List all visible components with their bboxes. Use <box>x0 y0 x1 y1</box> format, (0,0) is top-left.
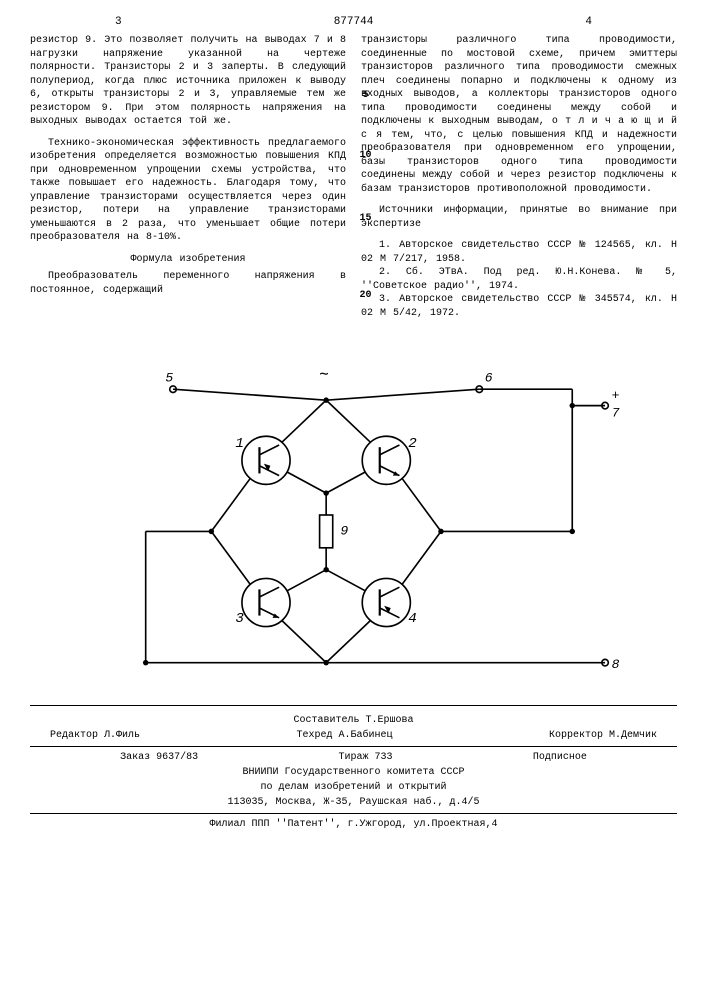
source-item: 2. Сб. ЭТвА. Под ред. Ю.Н.Конева. № 5, '… <box>361 266 677 293</box>
footer-order: Заказ 9637/83 <box>120 751 198 764</box>
paragraph: Преобразователь переменного напряжения в… <box>30 270 346 297</box>
line-number: 15 <box>358 212 373 226</box>
footer-tech: Техред А.Бабинец <box>296 729 392 742</box>
source-item: 3. Авторское свидетельство СССР № 345574… <box>361 293 677 320</box>
footer-corrector: Корректор М.Демчик <box>549 729 657 742</box>
patent-number: 877744 <box>334 15 374 29</box>
svg-text:+: + <box>612 388 620 403</box>
svg-text:2: 2 <box>408 436 417 452</box>
line-number: 20 <box>358 289 373 303</box>
paragraph: резистор 9. Это позволяет получить на вы… <box>30 34 346 129</box>
paragraph: транзисторы различного типа проводимости… <box>361 34 677 196</box>
svg-text:3: 3 <box>235 611 244 627</box>
right-column: транзисторы различного типа проводимости… <box>361 34 677 320</box>
svg-text:7: 7 <box>612 406 620 421</box>
svg-text:1: 1 <box>235 436 244 452</box>
svg-text:5: 5 <box>165 371 173 386</box>
footer-address: 113035, Москва, Ж-35, Раушская наб., д.4… <box>30 796 677 809</box>
svg-text:∼: ∼ <box>319 366 328 384</box>
source-item: 1. Авторское свидетельство СССР № 124565… <box>361 239 677 266</box>
footer-org1: ВНИИПИ Государственного комитета СССР <box>30 766 677 779</box>
page-number-right: 4 <box>585 15 592 29</box>
circuit-svg: 5 6 ∼ +7 8 9 1 2 3 4 <box>30 340 677 690</box>
circuit-diagram: 5 6 ∼ +7 8 9 1 2 3 4 <box>30 340 677 690</box>
svg-text:4: 4 <box>408 611 417 627</box>
footer-author: Составитель Т.Ершова <box>30 714 677 727</box>
svg-text:9: 9 <box>340 524 348 539</box>
footer-subscription: Подписное <box>533 751 587 764</box>
footer-editor: Редактор Л.Филь <box>50 729 140 742</box>
line-number: 5 <box>358 89 373 103</box>
formula-title: Формула изобретения <box>30 253 346 267</box>
page-number-left: 3 <box>115 15 122 29</box>
paragraph: Технико-экономическая эффективность пред… <box>30 137 346 245</box>
line-number: 10 <box>358 149 373 163</box>
left-column: 5 10 15 20 резистор 9. Это позволяет пол… <box>30 34 346 320</box>
sources-title: Источники информации, принятые во вниман… <box>361 204 677 231</box>
svg-text:8: 8 <box>612 657 620 672</box>
footer-branch: Филиал ППП ''Патент'', г.Ужгород, ул.Про… <box>30 818 677 831</box>
page-header: 3 877744 4 <box>30 15 677 29</box>
svg-text:6: 6 <box>485 371 493 386</box>
text-columns: 5 10 15 20 резистор 9. Это позволяет пол… <box>30 34 677 320</box>
footer: Составитель Т.Ершова Редактор Л.Филь Тех… <box>30 705 677 831</box>
footer-org2: по делам изобретений и открытий <box>30 781 677 794</box>
footer-circulation: Тираж 733 <box>338 751 392 764</box>
